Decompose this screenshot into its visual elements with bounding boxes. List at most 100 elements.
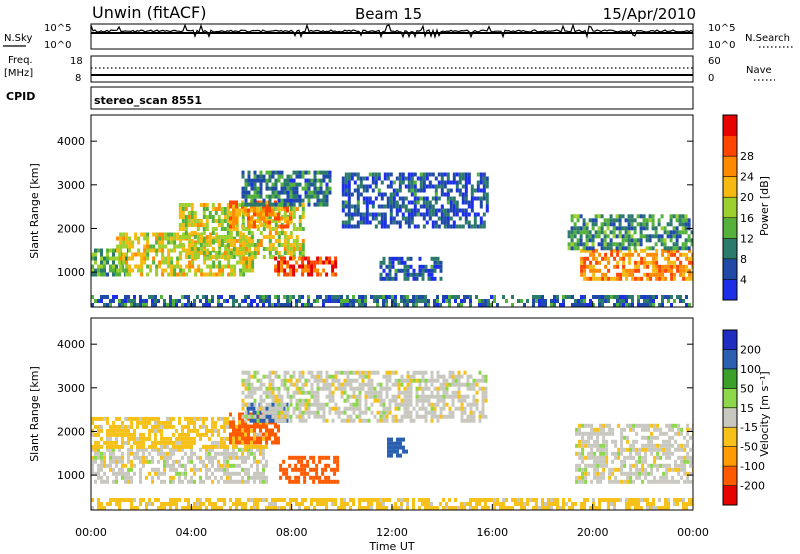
vel-cell [656, 467, 660, 472]
vel-cell [226, 436, 229, 441]
power-cell [125, 252, 129, 257]
power-cell [172, 299, 175, 303]
vel-cell [505, 506, 508, 510]
power-cell [91, 252, 94, 257]
vel-cell [325, 498, 328, 502]
vel-cell [262, 463, 265, 468]
power-cell [286, 239, 290, 243]
vel-cell [262, 451, 265, 456]
power-cell [268, 194, 272, 199]
vel-cell [593, 451, 597, 456]
power-cell [238, 231, 242, 235]
vel-cell [181, 455, 184, 460]
power-cell [407, 172, 411, 177]
vel-cell [596, 447, 600, 452]
power-cell [217, 243, 221, 247]
power-cell [307, 299, 310, 303]
vel-cell [370, 502, 373, 506]
power-cell [292, 256, 296, 261]
power-cell [253, 194, 257, 199]
vel-cell [130, 502, 133, 506]
vel-cell [181, 424, 184, 429]
vel-cell [121, 444, 124, 449]
vel-cell [599, 475, 603, 480]
vel-cell [677, 463, 681, 468]
power-cell [413, 224, 417, 229]
power-cell [347, 216, 351, 221]
vel-cell [409, 394, 413, 399]
power-cell [567, 242, 571, 247]
power-cell [227, 272, 231, 277]
power-cell [295, 227, 299, 231]
vel-cell [641, 447, 645, 452]
vel-cell [202, 459, 205, 464]
power-cell [621, 246, 625, 251]
power-cell [675, 242, 679, 247]
power-cell [307, 182, 311, 187]
power-cell [678, 246, 682, 251]
power-cell [386, 224, 390, 229]
vel-cell [632, 455, 636, 460]
vel-cell [238, 479, 241, 484]
power-cell [377, 172, 381, 177]
power-cell [646, 252, 650, 257]
vel-cell [550, 498, 553, 502]
vel-cell [307, 370, 311, 375]
vel-cell [220, 436, 223, 441]
power-cell [630, 226, 634, 231]
noise-right-tick-top: 10^5 [708, 23, 735, 34]
vel-cell [256, 410, 260, 415]
vel-cell [602, 435, 606, 440]
vel-cell [151, 467, 154, 472]
vel-cell [280, 378, 284, 383]
vel-cell [511, 506, 514, 510]
vel-cell [667, 502, 670, 506]
power-cell [238, 247, 242, 251]
vel-cell [611, 431, 615, 436]
vel-cell [220, 451, 223, 456]
power-cell [307, 194, 311, 199]
vel-cell [226, 447, 229, 452]
power-cell [422, 180, 426, 185]
vel-cell [418, 386, 422, 391]
power-cell [316, 186, 320, 191]
vel-cell [115, 455, 118, 460]
power-cell [452, 196, 456, 201]
colorbar-tick-label: 24 [740, 171, 754, 184]
power-cell [193, 235, 197, 239]
vel-cell [127, 475, 130, 480]
vel-cell [340, 502, 343, 506]
power-cell [616, 264, 620, 269]
vel-cell [653, 455, 657, 460]
vel-cell [593, 431, 597, 436]
vel-cell [634, 498, 637, 502]
power-cell [289, 216, 292, 221]
vel-cell [136, 416, 139, 421]
vel-cell [367, 390, 371, 395]
vel-cell [626, 423, 630, 428]
power-cell [428, 200, 432, 205]
power-cell [622, 303, 625, 307]
vel-cell [100, 506, 103, 510]
power-cell [640, 248, 644, 253]
vel-cell [160, 428, 163, 433]
vel-cell [415, 370, 419, 375]
vel-cell [253, 390, 257, 395]
power-cell [657, 238, 661, 243]
vel-cell [223, 420, 226, 425]
vel-cell [646, 502, 649, 506]
power-cell [386, 196, 390, 201]
vel-cell [196, 506, 199, 510]
vel-cell [620, 439, 624, 444]
vel-cell [133, 506, 136, 510]
power-cell [479, 200, 483, 205]
power-cell [597, 230, 601, 235]
vel-cell [304, 410, 308, 415]
vel-cell [256, 506, 259, 510]
vel-cell [514, 502, 517, 506]
vel-cell [205, 432, 208, 437]
vel-cell [379, 414, 383, 419]
vel-cell [650, 431, 654, 436]
power-cell [346, 303, 349, 307]
